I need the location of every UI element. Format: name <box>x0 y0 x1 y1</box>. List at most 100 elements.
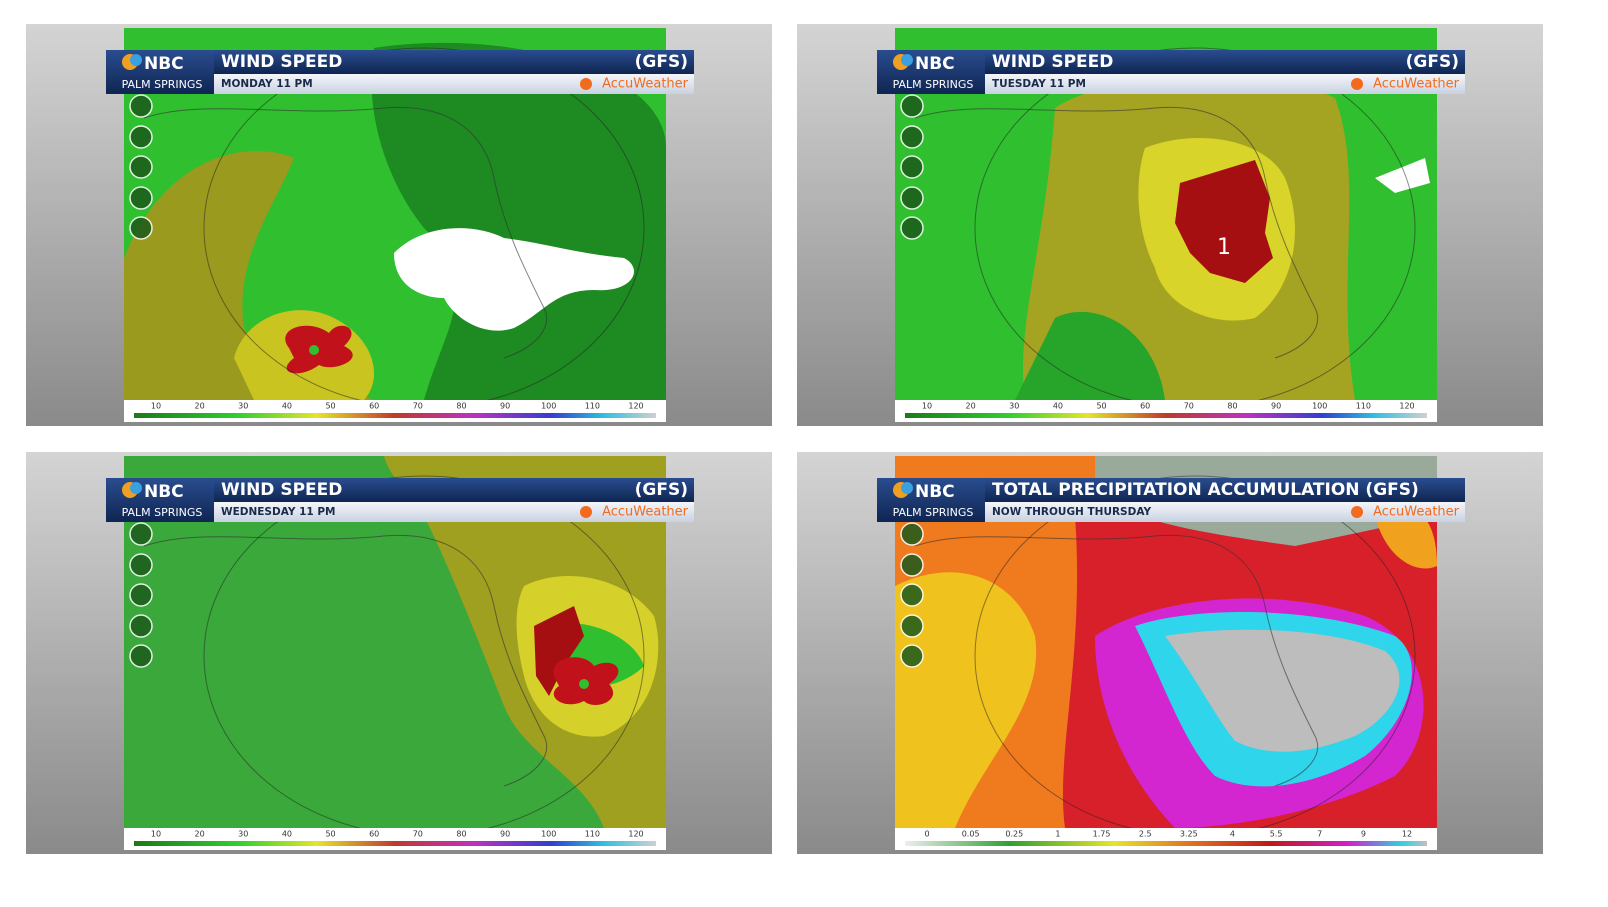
brand: NBC <box>144 482 184 502</box>
precip-area <box>895 572 1037 828</box>
model: (GFS) <box>635 52 688 72</box>
strong-wind-area <box>124 151 374 400</box>
legend-label: 60 <box>369 830 379 839</box>
tool-button[interactable] <box>129 583 153 607</box>
subtitle: NOW THROUGH THURSDAY <box>992 506 1151 518</box>
legend-label: 80 <box>456 402 466 411</box>
legend-label: 40 <box>282 830 292 839</box>
legend-label: 70 <box>413 830 423 839</box>
tool-button[interactable] <box>900 216 924 240</box>
provider-logo <box>580 78 592 90</box>
legend-label: 12 <box>1402 830 1412 839</box>
tool-button[interactable] <box>129 94 153 118</box>
precip-area <box>1165 629 1400 752</box>
tool-button[interactable] <box>129 155 153 179</box>
legend-bar <box>134 841 656 846</box>
subtitle: TUESDAY 11 PM <box>992 78 1086 90</box>
legend-label: 100 <box>541 402 556 411</box>
tool-button[interactable] <box>129 125 153 149</box>
legend-label: 2.5 <box>1139 830 1152 839</box>
title-bar <box>985 50 1465 74</box>
coastline <box>143 106 548 359</box>
legend-label: 0 <box>924 830 929 839</box>
subtitle: MONDAY 11 PM <box>221 78 313 90</box>
title: WIND SPEED <box>221 52 342 72</box>
provider: AccuWeather <box>602 505 689 520</box>
legend-label: 120 <box>628 402 643 411</box>
title: TOTAL PRECIPITATION ACCUMULATION (GFS) <box>992 480 1419 500</box>
tool-button[interactable] <box>900 522 924 546</box>
tool-button[interactable] <box>900 583 924 607</box>
tool-button[interactable] <box>129 644 153 668</box>
legend-label: 60 <box>369 402 379 411</box>
legend-label: 80 <box>1227 402 1237 411</box>
peacock-logo <box>130 54 142 66</box>
brand: NBC <box>915 482 955 502</box>
tool-button[interactable] <box>900 614 924 638</box>
legend-label: 0.25 <box>1005 830 1023 839</box>
legend-label: 120 <box>1399 402 1414 411</box>
tool-button[interactable] <box>129 216 153 240</box>
legend-label: 30 <box>238 402 248 411</box>
subtitle-bar <box>214 502 694 522</box>
tool-button[interactable] <box>900 644 924 668</box>
legend-label: 100 <box>1312 402 1327 411</box>
title-bar <box>214 478 694 502</box>
legend-label: 7 <box>1317 830 1322 839</box>
legend-label: 90 <box>1271 402 1281 411</box>
tool-button[interactable] <box>900 125 924 149</box>
legend-label: 90 <box>500 402 510 411</box>
legend-label: 10 <box>151 402 161 411</box>
provider: AccuWeather <box>602 77 689 92</box>
legend-label: 110 <box>1356 402 1371 411</box>
legend-label: 90 <box>500 830 510 839</box>
map-panel: 10 20 30 40 50 60 70 80 90 100 110 120 NBC PALM SPRIN… <box>26 24 772 426</box>
tool-button[interactable] <box>900 553 924 577</box>
tool-button[interactable] <box>129 186 153 210</box>
subtitle-bar <box>214 74 694 94</box>
legend-label: 40 <box>282 402 292 411</box>
title-bar <box>214 50 694 74</box>
storm-eye <box>309 345 319 355</box>
legend-label: 80 <box>456 830 466 839</box>
map-panel: 10 20 30 40 50 60 70 80 90 100 110 120 NBC PALM SPRIN… <box>26 452 772 854</box>
tool-button[interactable] <box>129 614 153 638</box>
hurricane-symbol <box>285 325 353 374</box>
station: PALM SPRINGS <box>893 506 974 519</box>
legend-label: 4 <box>1230 830 1235 839</box>
brand: NBC <box>915 54 955 74</box>
tool-button[interactable] <box>900 155 924 179</box>
tool-button[interactable] <box>900 186 924 210</box>
legend-bar <box>134 413 656 418</box>
station: PALM SPRINGS <box>893 78 974 91</box>
legend-label: 50 <box>325 830 335 839</box>
legend-label: 70 <box>1184 402 1194 411</box>
isobar <box>974 47 1416 400</box>
legend-bar <box>905 841 1427 846</box>
provider-logo <box>1351 506 1363 518</box>
map-panel: 0 0.05 0.25 1 1.75 2.5 3.25 4 5.5 7 9 12 NBC PALM SPR… <box>797 452 1543 854</box>
subtitle: WEDNESDAY 11 PM <box>221 506 336 518</box>
tool-button[interactable] <box>129 522 153 546</box>
calm-area <box>1015 311 1165 400</box>
coastline <box>143 534 548 787</box>
tool-button[interactable] <box>900 94 924 118</box>
legend-label: 1 <box>1055 830 1060 839</box>
calm-area <box>371 42 666 400</box>
legend-label: 20 <box>195 402 205 411</box>
precip-area <box>1375 506 1437 569</box>
provider: AccuWeather <box>1373 77 1460 92</box>
map <box>895 456 1437 828</box>
station: PALM SPRINGS <box>122 506 203 519</box>
legend-label: 110 <box>585 402 600 411</box>
legend-label: 10 <box>922 402 932 411</box>
tool-button[interactable] <box>129 553 153 577</box>
title: WIND SPEED <box>992 52 1113 72</box>
legend-label: 70 <box>413 402 423 411</box>
peacock-logo <box>901 54 913 66</box>
map-panel: 10 20 30 40 50 60 70 80 90 100 110 120 NBC PALM SPRIN… <box>797 24 1543 426</box>
model: (GFS) <box>1406 52 1459 72</box>
station: PALM SPRINGS <box>122 78 203 91</box>
isobar <box>203 475 645 828</box>
